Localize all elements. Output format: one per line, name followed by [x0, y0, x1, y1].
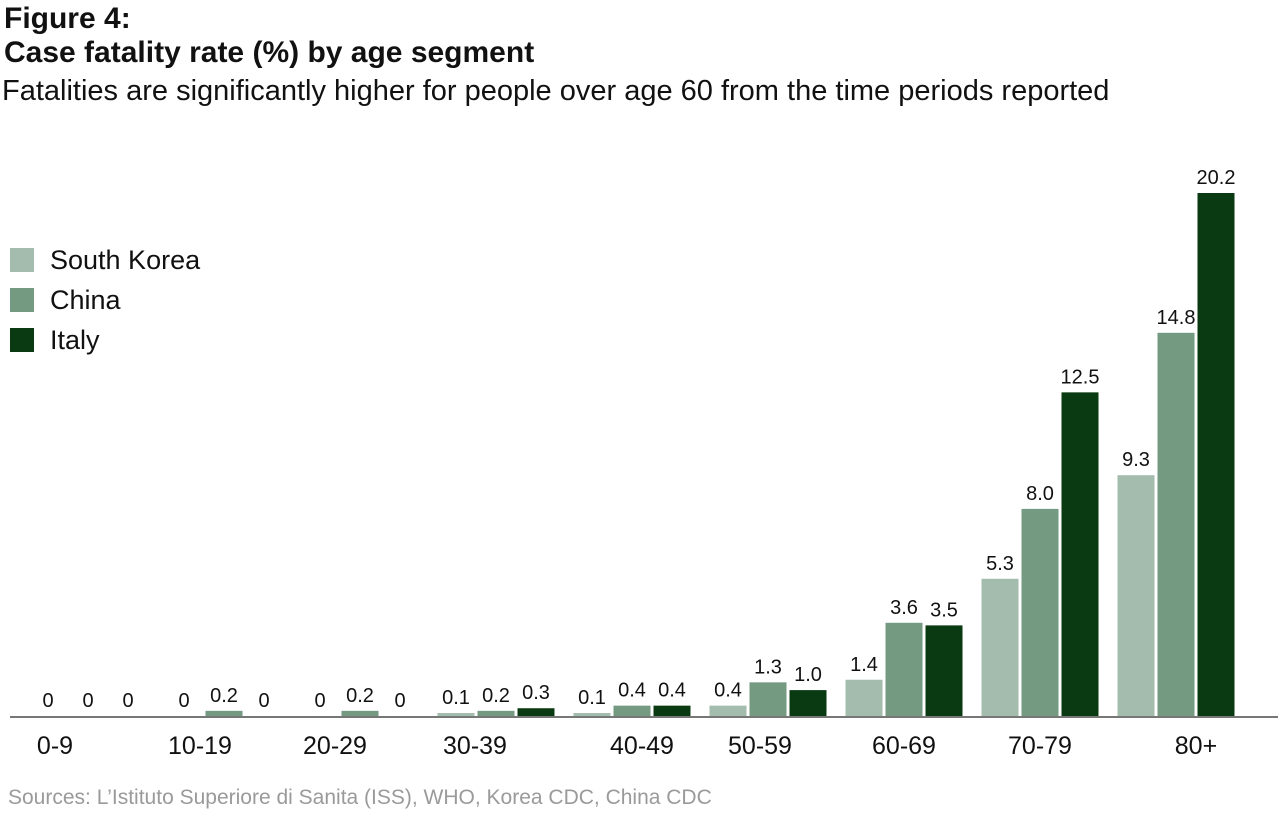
x-tick-label-10-19: 10-19: [168, 732, 232, 760]
bar-south-korea-60-69: [845, 679, 883, 716]
bar-italy-60-69: [925, 625, 963, 716]
data-label-south-korea-0-9: 0: [42, 690, 53, 712]
data-label-south-korea-40-49: 0.1: [578, 687, 606, 709]
x-tick-label-20-29: 20-29: [303, 732, 367, 760]
data-label-italy-70-79: 12.5: [1061, 366, 1100, 388]
x-tick-label-70-79: 70-79: [1008, 732, 1072, 760]
bar-china-50-59: [749, 682, 787, 716]
data-label-china-10-19: 0.2: [210, 685, 238, 707]
figure-label: Figure 4:: [4, 2, 131, 35]
bar-south-korea-80+: [1117, 475, 1155, 716]
bar-china-20-29: [341, 710, 379, 716]
bar-china-10-19: [205, 710, 243, 716]
bar-italy-70-79: [1061, 392, 1099, 716]
data-label-south-korea-80+: 9.3: [1122, 449, 1150, 471]
bar-china-80+: [1157, 332, 1195, 716]
x-tick-label-80+: 80+: [1175, 732, 1217, 760]
data-label-china-70-79: 8.0: [1026, 483, 1054, 505]
bar-china-40-49: [613, 705, 651, 716]
x-tick-label-40-49: 40-49: [610, 732, 674, 760]
legend-swatch-south-korea: [10, 248, 34, 272]
x-tick-label-0-9: 0-9: [37, 732, 73, 760]
data-label-south-korea-70-79: 5.3: [986, 553, 1014, 575]
bar-south-korea-40-49: [573, 713, 611, 716]
bar-south-korea-50-59: [709, 705, 747, 716]
legend-item-italy: Italy: [10, 320, 200, 360]
legend-swatch-china: [10, 288, 34, 312]
legend-label-italy: Italy: [50, 324, 100, 355]
bar-italy-50-59: [789, 690, 827, 716]
bar-china-70-79: [1021, 508, 1059, 716]
bar-south-korea-30-39: [437, 713, 475, 716]
legend: South Korea China Italy: [10, 240, 200, 360]
bar-south-korea-70-79: [981, 578, 1019, 716]
data-label-china-30-39: 0.2: [482, 685, 510, 707]
x-tick-label-30-39: 30-39: [443, 732, 507, 760]
source-note: Sources: L’Istituto Superiore di Sanita …: [8, 786, 712, 809]
data-label-china-20-29: 0.2: [346, 685, 374, 707]
data-label-italy-20-29: 0: [394, 690, 405, 712]
bar-italy-40-49: [653, 705, 691, 716]
data-label-china-0-9: 0: [82, 690, 93, 712]
data-label-south-korea-20-29: 0: [314, 690, 325, 712]
data-label-italy-50-59: 1.0: [794, 664, 822, 686]
data-label-italy-30-39: 0.3: [522, 682, 550, 704]
data-label-italy-40-49: 0.4: [658, 680, 686, 702]
data-label-china-40-49: 0.4: [618, 680, 646, 702]
data-label-south-korea-10-19: 0: [178, 690, 189, 712]
data-label-italy-80+: 20.2: [1197, 167, 1236, 189]
data-label-italy-10-19: 0: [258, 690, 269, 712]
legend-item-south-korea: South Korea: [10, 240, 200, 280]
bar-chart: 0 0 0 0-9 0 0.2 0 10-19 0 0.2 0 20-29 0.1 0.2 0.3 30-39…: [10, 167, 1278, 760]
data-label-china-80+: 14.8: [1157, 307, 1196, 329]
data-label-china-60-69: 3.6: [890, 597, 918, 619]
x-tick-label-50-59: 50-59: [728, 732, 792, 760]
chart-title: Case fatality rate (%) by age segment: [4, 36, 535, 69]
data-label-south-korea-50-59: 0.4: [714, 680, 742, 702]
data-label-china-50-59: 1.3: [754, 656, 782, 678]
bar-italy-30-39: [517, 708, 555, 716]
x-tick-label-60-69: 60-69: [872, 732, 936, 760]
bar-china-30-39: [477, 710, 515, 716]
data-label-italy-0-9: 0: [122, 690, 133, 712]
data-label-italy-60-69: 3.5: [930, 599, 958, 621]
chart-subtitle: Fatalities are significantly higher for …: [2, 75, 1110, 107]
legend-label-south-korea: South Korea: [50, 244, 201, 275]
legend-label-china: China: [50, 284, 121, 315]
legend-item-china: China: [10, 280, 200, 320]
data-label-south-korea-60-69: 1.4: [850, 654, 878, 676]
data-label-south-korea-30-39: 0.1: [442, 687, 470, 709]
legend-swatch-italy: [10, 328, 34, 352]
bar-italy-80+: [1197, 193, 1235, 716]
bar-china-60-69: [885, 622, 923, 716]
